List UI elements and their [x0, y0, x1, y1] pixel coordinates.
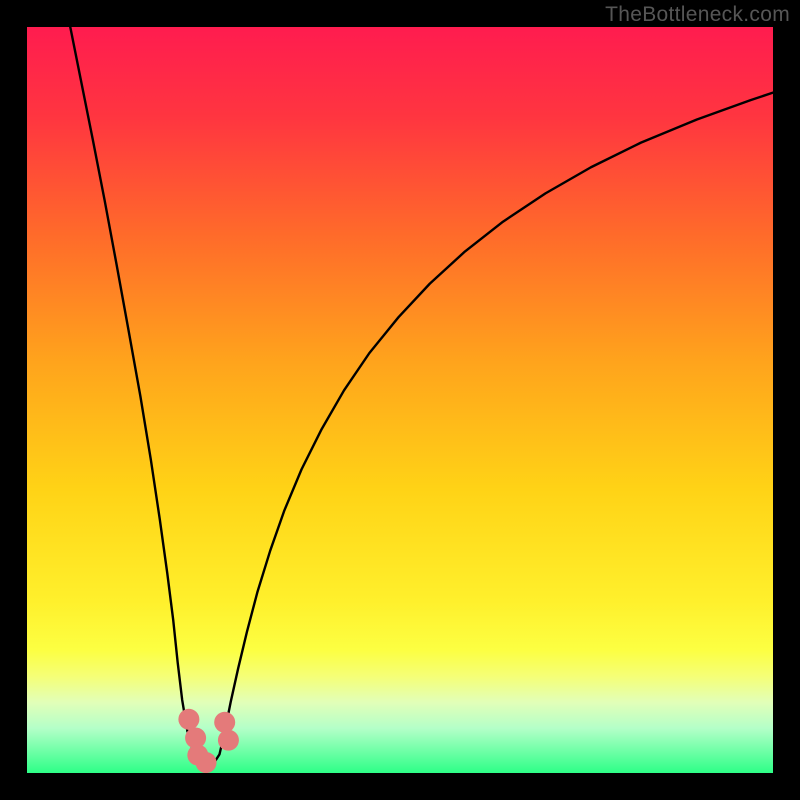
marker-point [218, 730, 239, 751]
marker-point [196, 752, 217, 773]
plot-background [27, 27, 773, 773]
watermark-text: TheBottleneck.com [605, 3, 790, 27]
marker-point [178, 709, 199, 730]
marker-point [214, 712, 235, 733]
plot-area [27, 27, 773, 773]
chart-svg [27, 27, 773, 773]
